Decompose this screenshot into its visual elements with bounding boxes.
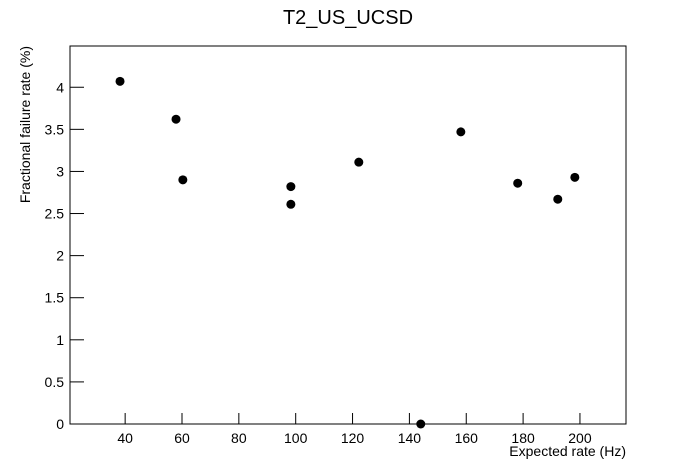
y-tick-label: 2 xyxy=(56,248,64,264)
data-point xyxy=(513,178,523,188)
y-tick-label: 3 xyxy=(56,163,64,179)
x-tick-label: 160 xyxy=(455,430,479,446)
plot-frame xyxy=(69,45,627,425)
data-point xyxy=(115,76,125,86)
data-point xyxy=(553,194,563,204)
data-point xyxy=(456,127,466,137)
x-tick-label: 80 xyxy=(231,430,247,446)
x-tick-label: 40 xyxy=(117,430,133,446)
y-tick-label: 4 xyxy=(56,79,64,95)
data-point xyxy=(416,419,426,429)
y-tick-label: 2.5 xyxy=(45,206,65,222)
x-tick-label: 100 xyxy=(284,430,308,446)
y-axis-label: Fractional failure rate (%) xyxy=(17,46,33,203)
y-tick-label: 0 xyxy=(56,416,64,432)
data-point xyxy=(286,199,296,209)
y-tick-label: 3.5 xyxy=(45,121,65,137)
chart-title: T2_US_UCSD xyxy=(283,7,413,29)
data-point xyxy=(178,175,188,185)
y-tick-label: 1 xyxy=(56,332,64,348)
x-axis-label: Expected rate (Hz) xyxy=(509,443,626,459)
data-point xyxy=(354,157,364,167)
data-point xyxy=(171,114,181,124)
x-tick-label: 120 xyxy=(341,430,365,446)
y-tick-label: 0.5 xyxy=(45,374,65,390)
x-tick-label: 180 xyxy=(511,430,535,446)
data-point xyxy=(570,172,580,182)
data-point xyxy=(286,182,296,192)
x-tick-label: 200 xyxy=(568,430,592,446)
y-tick-label: 1.5 xyxy=(45,290,65,306)
x-tick-label: 60 xyxy=(174,430,190,446)
x-tick-label: 140 xyxy=(398,430,422,446)
